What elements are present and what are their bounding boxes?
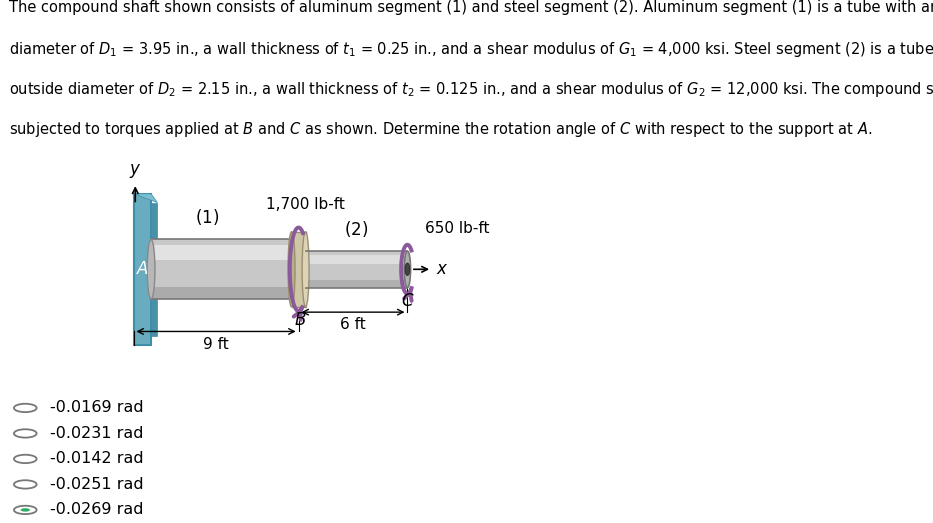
Text: -0.0231 rad: -0.0231 rad [50, 426, 144, 441]
Text: outside diameter of $D_2$ = 2.15 in., a wall thickness of $t_2$ = 0.125 in., and: outside diameter of $D_2$ = 2.15 in., a … [9, 80, 933, 99]
Bar [133, 194, 151, 345]
Polygon shape [133, 194, 158, 202]
Text: The compound shaft shown consists of aluminum segment (1) and steel segment (2).: The compound shaft shown consists of alu… [9, 0, 933, 15]
Bar [151, 202, 158, 336]
Ellipse shape [404, 251, 411, 288]
Ellipse shape [302, 232, 309, 307]
Bar [306, 255, 408, 264]
Bar [291, 232, 306, 307]
Text: 9 ft: 9 ft [203, 337, 229, 352]
Text: 650 lb-ft: 650 lb-ft [425, 221, 490, 236]
Ellipse shape [147, 240, 155, 299]
Bar [151, 245, 299, 260]
Text: -0.0169 rad: -0.0169 rad [50, 401, 144, 415]
Text: 6 ft: 6 ft [341, 317, 366, 333]
Text: $(1)$: $(1)$ [195, 207, 219, 227]
Text: -0.0251 rad: -0.0251 rad [50, 477, 144, 492]
Text: $y$: $y$ [129, 162, 142, 180]
Ellipse shape [405, 263, 410, 276]
Bar [306, 280, 408, 288]
Circle shape [21, 508, 30, 511]
Text: $C$: $C$ [400, 292, 414, 310]
Text: -0.0142 rad: -0.0142 rad [50, 451, 144, 467]
Bar [151, 240, 299, 299]
Ellipse shape [288, 232, 295, 307]
Bar [306, 251, 408, 288]
Text: subjected to torques applied at $B$ and $C$ as shown. Determine the rotation ang: subjected to torques applied at $B$ and … [9, 120, 872, 139]
Text: $(2)$: $(2)$ [344, 219, 369, 239]
Text: -0.0269 rad: -0.0269 rad [50, 503, 144, 517]
Text: $A$: $A$ [135, 260, 149, 278]
Text: 1,700 lb-ft: 1,700 lb-ft [266, 197, 345, 212]
Bar [151, 287, 299, 299]
Text: $B$: $B$ [294, 311, 307, 329]
Text: $x$: $x$ [437, 260, 449, 278]
Text: diameter of $D_1$ = 3.95 in., a wall thickness of $t_1$ = 0.25 in., and a shear : diameter of $D_1$ = 3.95 in., a wall thi… [9, 40, 933, 59]
